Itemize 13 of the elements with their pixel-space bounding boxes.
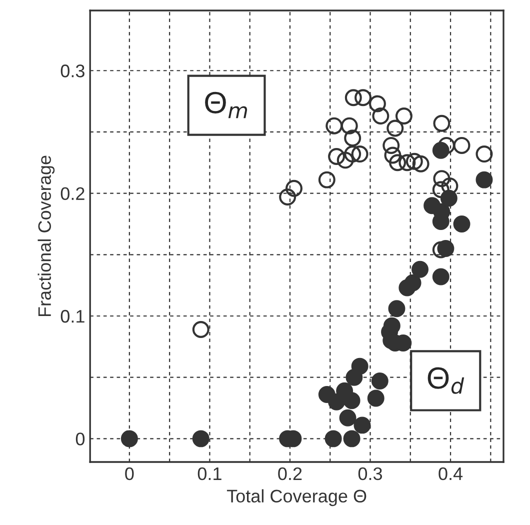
text: Θ$_{m}$ [205,92,248,118]
series-label: Θ$_{d}$ [428,367,464,394]
x-tick-label: 0 [125,467,134,480]
y-tick-label: 0.3 [60,64,84,78]
x-tick-label: 0.3 [358,467,382,480]
y-tick-label: 0.1 [60,310,84,323]
y-axis-title: Fractional Coverage [38,156,55,316]
x-tick-label: 0.4 [438,467,463,480]
y-tick-label: 0 [76,432,85,446]
x-tick-label: 0.1 [198,467,222,480]
y-tick-label: 0.2 [60,187,84,200]
x-axis-title: Total Coverage Θ [226,489,366,506]
x-tick-label: 0.2 [278,467,302,480]
